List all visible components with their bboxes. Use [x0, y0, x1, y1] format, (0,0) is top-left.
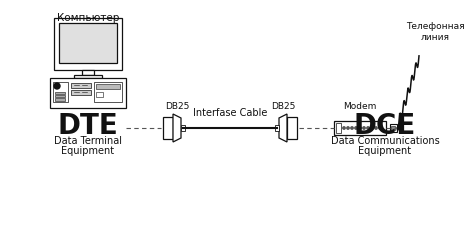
FancyBboxPatch shape [275, 125, 279, 131]
FancyBboxPatch shape [287, 117, 297, 139]
FancyBboxPatch shape [55, 98, 65, 101]
Circle shape [343, 127, 345, 129]
FancyBboxPatch shape [96, 84, 120, 89]
FancyBboxPatch shape [55, 92, 65, 94]
FancyBboxPatch shape [82, 70, 94, 75]
FancyBboxPatch shape [71, 83, 91, 88]
FancyBboxPatch shape [55, 95, 65, 97]
FancyBboxPatch shape [336, 123, 341, 133]
Circle shape [375, 127, 377, 129]
Circle shape [347, 127, 349, 129]
Text: Data Terminal: Data Terminal [54, 136, 122, 146]
FancyBboxPatch shape [96, 92, 103, 97]
Circle shape [359, 127, 361, 129]
Text: Equipment: Equipment [359, 146, 412, 156]
Text: Modem: Modem [343, 102, 377, 111]
FancyBboxPatch shape [54, 18, 122, 70]
Circle shape [54, 83, 60, 89]
FancyBboxPatch shape [163, 117, 173, 139]
Text: Interfase Cable: Interfase Cable [193, 108, 267, 118]
FancyBboxPatch shape [391, 126, 395, 130]
Text: DCE: DCE [354, 112, 416, 140]
Text: Телефонная
линия: Телефонная линия [405, 22, 465, 42]
Text: DB25: DB25 [271, 102, 295, 111]
Text: Data Communications: Data Communications [331, 136, 439, 146]
Circle shape [363, 127, 365, 129]
Text: DTE: DTE [58, 112, 119, 140]
FancyBboxPatch shape [50, 78, 126, 108]
Circle shape [351, 127, 353, 129]
Text: Equipment: Equipment [61, 146, 114, 156]
Text: Компьютер: Компьютер [57, 13, 119, 23]
Circle shape [371, 127, 373, 129]
FancyBboxPatch shape [71, 90, 91, 95]
Circle shape [367, 127, 369, 129]
FancyBboxPatch shape [74, 75, 102, 78]
Circle shape [355, 127, 357, 129]
FancyBboxPatch shape [53, 82, 68, 102]
FancyBboxPatch shape [390, 124, 397, 132]
FancyBboxPatch shape [59, 23, 117, 63]
Polygon shape [173, 114, 181, 142]
Circle shape [379, 127, 381, 129]
Polygon shape [279, 114, 287, 142]
FancyBboxPatch shape [94, 82, 122, 102]
Text: DB25: DB25 [165, 102, 189, 111]
FancyBboxPatch shape [334, 121, 386, 135]
FancyBboxPatch shape [181, 125, 185, 131]
